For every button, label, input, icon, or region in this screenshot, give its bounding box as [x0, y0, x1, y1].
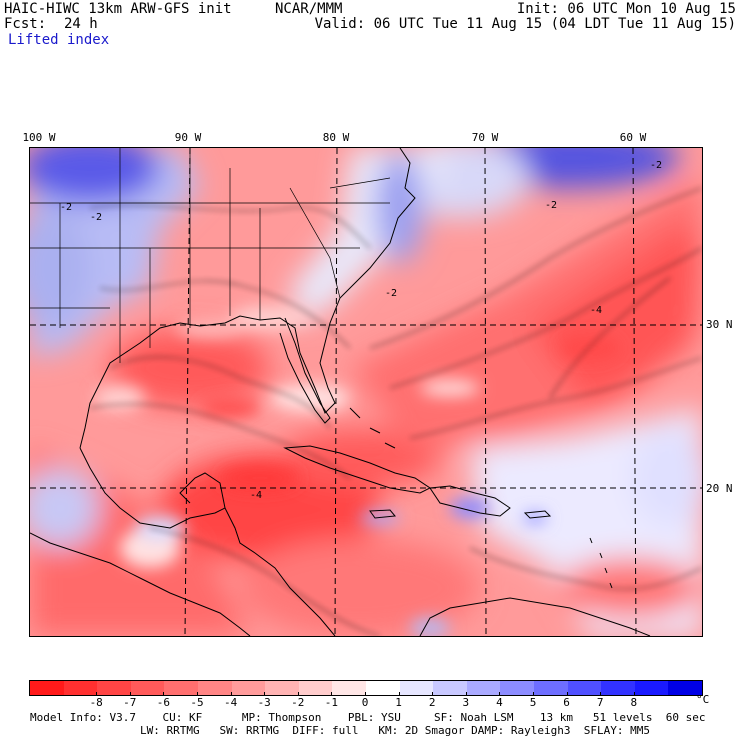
contour-label: -4	[590, 305, 602, 316]
lon-label-90w: 90 W	[174, 131, 202, 144]
colorbar-swatch	[298, 681, 333, 695]
contour-label: -2	[385, 288, 397, 299]
lon-label-80w: 80 W	[322, 131, 350, 144]
contours	[89, 187, 702, 636]
colorbar-label: -3	[257, 696, 271, 709]
lon-label-100w: 100 W	[22, 131, 56, 144]
colorbar-tick	[398, 692, 400, 696]
colorbar-label: 8	[630, 696, 638, 709]
colorbar-label: -2	[291, 696, 305, 709]
graticule	[30, 148, 702, 636]
colorbar-tick	[96, 692, 98, 696]
org-label: NCAR/MMM	[275, 1, 343, 17]
contour-label: -2	[650, 160, 662, 171]
colorbar-label: -8	[89, 696, 103, 709]
fcst-label: Fcst:	[4, 16, 47, 32]
colorbar-label: -4	[223, 696, 238, 709]
colorbar-tick	[230, 692, 232, 696]
contour-label: -2	[60, 202, 72, 213]
colorbar-swatch	[365, 681, 400, 695]
colorbar-swatch	[97, 681, 131, 695]
colorbar-label: 2	[428, 696, 436, 709]
colorbar-swatch	[130, 681, 165, 695]
colorbar-swatch	[601, 681, 635, 695]
colorbar-tick	[465, 692, 467, 696]
map-canvas: -2 -2 -2 -2 -2 -4 -4	[30, 148, 702, 636]
colorbar-label: 7	[596, 696, 604, 709]
colorbar-swatch	[567, 681, 602, 695]
colorbar-label: -1	[324, 696, 339, 709]
init-time: Init: 06 UTC Mon 10 Aug 15	[516, 1, 736, 17]
footer-physics: LW: RRTMG SW: RRTMG DIFF: full KM: 2D Sm…	[140, 724, 650, 737]
model-title: HAIC-HIWC 13km ARW-GFS init	[4, 1, 232, 17]
colorbar-swatch	[433, 681, 467, 695]
colorbar-tick	[365, 692, 366, 696]
colorbar-tick	[533, 692, 534, 696]
field-name: Lifted index	[8, 32, 110, 48]
colorbar-tick	[197, 692, 198, 696]
colorbar-swatch	[399, 681, 434, 695]
colorbar	[29, 680, 703, 696]
colorbar-tick	[600, 692, 602, 696]
colorbar-swatch	[231, 681, 266, 695]
valid-time: Valid: 06 UTC Tue 11 Aug 15 (04 LDT Tue …	[314, 16, 736, 32]
colorbar-swatch	[533, 681, 568, 695]
colorbar-swatch	[634, 681, 669, 695]
colorbar-label: 4	[496, 696, 503, 709]
colorbar-tick	[163, 692, 165, 696]
colorbar-label: 3	[462, 696, 470, 709]
colorbar-tick	[264, 692, 266, 696]
lon-label-70w: 70 W	[471, 131, 499, 144]
colorbar-swatch	[63, 681, 98, 695]
colorbar-swatch	[164, 681, 198, 695]
colorbar-label: 0	[361, 696, 369, 709]
colorbar-label: -5	[190, 696, 204, 709]
colorbar-label: -6	[156, 696, 171, 709]
colorbar-label: 6	[563, 696, 570, 709]
colorbar-swatch	[466, 681, 501, 695]
lat-label-30n: 30 N	[706, 318, 733, 331]
coastlines	[30, 148, 651, 636]
colorbar-tick	[633, 692, 635, 696]
colorbar-label: 1	[395, 696, 402, 709]
colorbar-tick	[129, 692, 131, 696]
colorbar-swatch	[265, 681, 299, 695]
contour-label: -2	[545, 200, 557, 211]
footer-model-info: Model Info: V3.7 CU: KF MP: Thompson PBL…	[30, 711, 706, 724]
colorbar-tick	[499, 692, 501, 696]
lifted-index-map: -2 -2 -2 -2 -2 -4 -4	[29, 147, 703, 637]
colorbar-swatch	[30, 681, 64, 695]
colorbar-label: 5	[529, 696, 537, 709]
colorbar-unit: °C	[696, 693, 710, 706]
colorbar-tick	[566, 692, 568, 696]
colorbar-swatch	[500, 681, 534, 695]
colorbar-tick	[331, 692, 333, 696]
lat-label-20n: 20 N	[706, 482, 733, 495]
state-lines	[30, 148, 391, 363]
colorbar-swatch	[197, 681, 232, 695]
colorbar-label: -7	[123, 696, 137, 709]
contour-labels: -2 -2 -2 -2 -2 -4 -4	[60, 160, 662, 501]
colorbar-tick	[297, 692, 299, 696]
fcst-value: 24 h	[64, 16, 98, 32]
contour-label: -2	[90, 212, 102, 223]
contour-label: -4	[250, 490, 262, 501]
colorbar-swatch	[668, 681, 702, 695]
colorbar-tick	[432, 692, 434, 696]
colorbar-swatch	[332, 681, 366, 695]
lon-label-60w: 60 W	[619, 131, 647, 144]
